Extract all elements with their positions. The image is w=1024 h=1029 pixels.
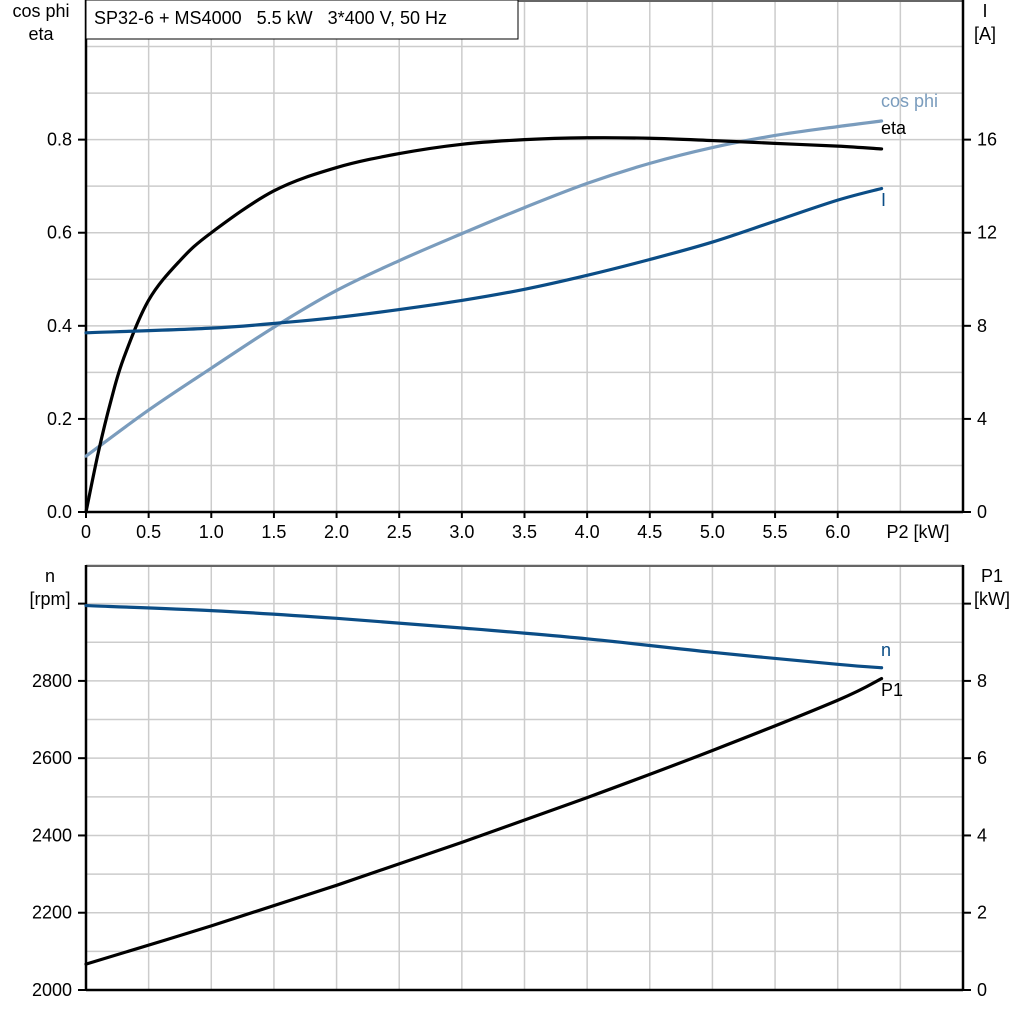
left-tick-label: 2200 <box>32 903 72 923</box>
title-box <box>85 0 519 40</box>
x-tick-label: 0 <box>81 522 91 542</box>
series-label-cos-phi: cos phi <box>881 91 938 111</box>
bottom-grid <box>86 564 963 990</box>
curve-n <box>84 603 884 670</box>
left-tick-label: 0.4 <box>47 316 72 336</box>
left-tick-label: 0.0 <box>47 502 72 522</box>
curve-eta <box>84 136 884 514</box>
series-label-n: n <box>881 640 891 660</box>
top-right-axis-label-2: [A] <box>974 24 996 44</box>
x-tick-label: 2.5 <box>387 522 412 542</box>
left-tick-label: 2000 <box>32 980 72 1000</box>
x-tick-label: 5.0 <box>700 522 725 542</box>
bottom-left-axis-label-1: n <box>45 566 55 586</box>
bottom-right-axis-label-2: [kW] <box>974 589 1010 609</box>
curves <box>84 119 884 966</box>
right-tick-label: 8 <box>977 316 987 336</box>
curve-i <box>84 186 884 335</box>
curve-p1 <box>84 676 884 966</box>
x-tick-label: 4.5 <box>637 522 662 542</box>
right-tick-label: 12 <box>977 223 997 243</box>
top-left-axis-label-1: cos phi <box>12 1 69 21</box>
left-tick-label: 0.8 <box>47 130 72 150</box>
x-tick-label: 5.5 <box>763 522 788 542</box>
bottom-left-axis-label-2: [rpm] <box>29 589 70 609</box>
right-tick-label: 8 <box>977 671 987 691</box>
x-tick-label: 0.5 <box>136 522 161 542</box>
x-axis-label: P2 [kW] <box>886 522 949 542</box>
right-tick-label: 16 <box>977 130 997 150</box>
x-tick-label: 4.0 <box>575 522 600 542</box>
x-tick-label: 3.0 <box>449 522 474 542</box>
chart-title: SP32-6 + MS4000 5.5 kW 3*400 V, 50 Hz <box>94 8 447 28</box>
left-tick-label: 2800 <box>32 671 72 691</box>
x-tick-label: 2.0 <box>324 522 349 542</box>
top-left-axis-label-2: eta <box>28 24 54 44</box>
left-tick-label: 0.2 <box>47 409 72 429</box>
tick-labels: 0.0 0.2 0.4 0.6 0.8 0 4 8 12 16 0 0.5 1.0 1.5 2.0 2.5 3.… <box>32 130 997 1000</box>
right-tick-label: 0 <box>977 502 987 522</box>
x-tick-label: 1.0 <box>199 522 224 542</box>
top-right-axis-label-1: I <box>982 1 987 21</box>
x-tick-label: 6.0 <box>825 522 850 542</box>
axes <box>78 0 971 992</box>
right-tick-label: 6 <box>977 748 987 768</box>
bottom-right-axis-label-1: P1 <box>981 566 1003 586</box>
right-tick-label: 2 <box>977 903 987 923</box>
curve-cos-phi <box>84 119 884 458</box>
series-label-p1: P1 <box>881 680 903 700</box>
right-tick-label: 4 <box>977 409 987 429</box>
right-tick-label: 0 <box>977 980 987 1000</box>
top-grid <box>86 0 963 512</box>
x-tick-label: 3.5 <box>512 522 537 542</box>
left-tick-label: 2400 <box>32 825 72 845</box>
x-tick-label: 1.5 <box>261 522 286 542</box>
left-tick-label: 0.6 <box>47 223 72 243</box>
left-tick-label: 2600 <box>32 748 72 768</box>
series-label-eta: eta <box>881 118 907 138</box>
series-label-i: I <box>881 190 886 210</box>
right-tick-label: 4 <box>977 825 987 845</box>
